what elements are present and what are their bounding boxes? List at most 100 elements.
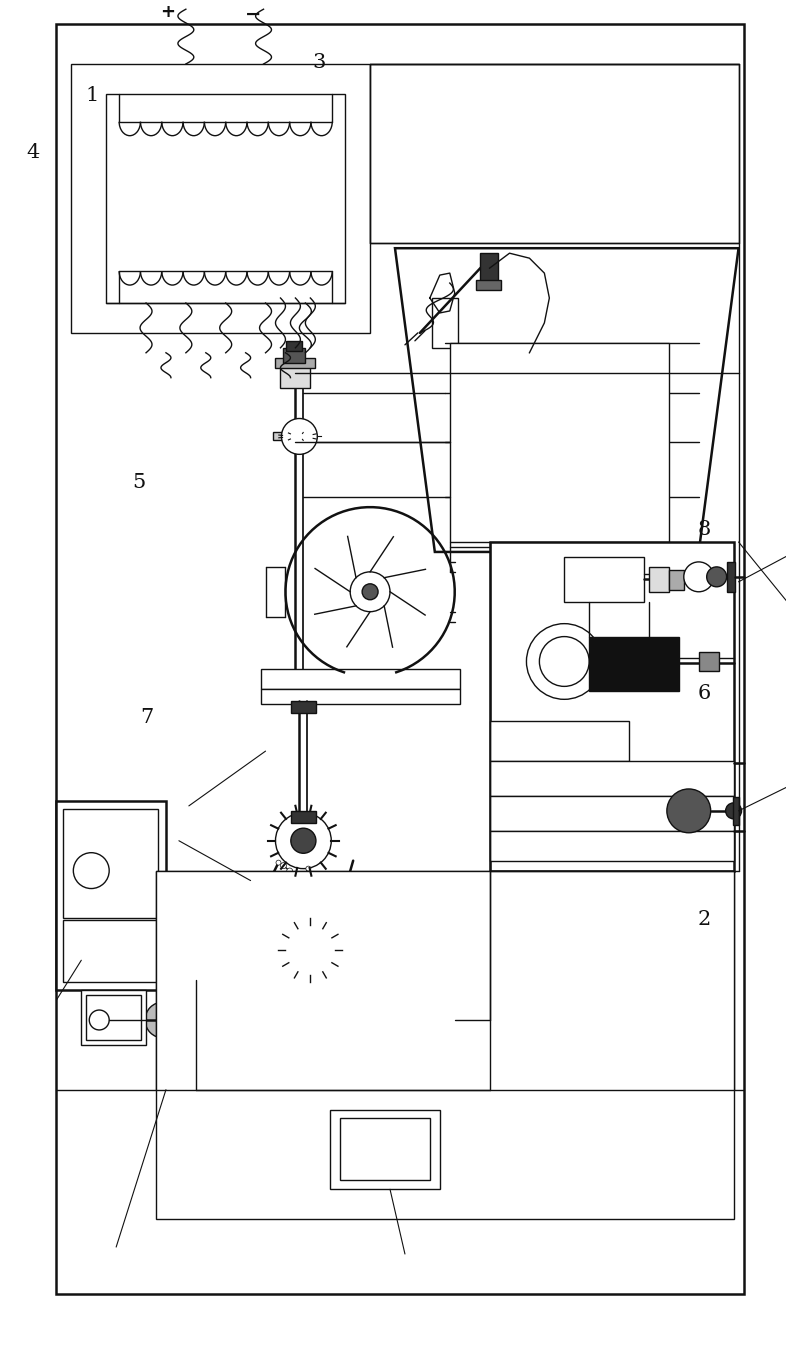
Circle shape bbox=[350, 572, 390, 611]
Polygon shape bbox=[395, 249, 738, 552]
Circle shape bbox=[284, 915, 290, 919]
Circle shape bbox=[526, 623, 602, 699]
Bar bbox=[330, 1110, 440, 1190]
Bar bbox=[63, 808, 158, 918]
Circle shape bbox=[306, 867, 310, 871]
Circle shape bbox=[281, 419, 318, 454]
Bar bbox=[261, 1000, 278, 1040]
Circle shape bbox=[158, 992, 214, 1048]
Bar bbox=[281, 362, 310, 388]
Bar bbox=[276, 358, 315, 368]
Circle shape bbox=[228, 957, 232, 963]
Circle shape bbox=[324, 900, 330, 906]
Bar bbox=[489, 721, 629, 761]
Circle shape bbox=[276, 813, 331, 868]
Bar bbox=[156, 871, 734, 1090]
Circle shape bbox=[726, 803, 742, 819]
Circle shape bbox=[684, 562, 714, 592]
Bar bbox=[251, 995, 429, 1045]
Circle shape bbox=[260, 892, 265, 898]
Text: 7: 7 bbox=[140, 708, 154, 727]
Bar bbox=[340, 1118, 429, 1180]
Bar bbox=[86, 995, 141, 1040]
Bar bbox=[186, 956, 504, 965]
Circle shape bbox=[318, 895, 324, 900]
Circle shape bbox=[271, 946, 276, 952]
Text: 1: 1 bbox=[85, 87, 98, 105]
Circle shape bbox=[252, 909, 257, 914]
Circle shape bbox=[336, 911, 343, 917]
Circle shape bbox=[278, 930, 283, 936]
Circle shape bbox=[268, 876, 273, 882]
Bar bbox=[335, 1000, 353, 1040]
Bar bbox=[489, 796, 734, 830]
Circle shape bbox=[291, 829, 316, 853]
Circle shape bbox=[362, 584, 378, 600]
Circle shape bbox=[292, 899, 297, 903]
Bar bbox=[72, 64, 370, 333]
Bar bbox=[310, 1000, 329, 1040]
Bar bbox=[156, 871, 734, 1220]
Circle shape bbox=[285, 925, 335, 975]
Circle shape bbox=[243, 925, 249, 930]
Circle shape bbox=[667, 790, 711, 833]
Circle shape bbox=[243, 1011, 247, 1017]
Circle shape bbox=[276, 860, 281, 865]
Circle shape bbox=[299, 879, 305, 884]
Text: 6: 6 bbox=[697, 684, 711, 703]
Bar bbox=[261, 690, 459, 704]
Bar bbox=[476, 280, 500, 291]
Circle shape bbox=[168, 898, 184, 914]
Circle shape bbox=[311, 890, 318, 895]
Text: 5: 5 bbox=[132, 473, 146, 492]
Text: 4: 4 bbox=[27, 143, 39, 162]
Bar bbox=[285, 1000, 303, 1040]
Circle shape bbox=[203, 1007, 209, 1011]
Circle shape bbox=[257, 979, 262, 984]
Text: +: + bbox=[161, 3, 176, 22]
Circle shape bbox=[343, 917, 348, 922]
Circle shape bbox=[355, 927, 361, 933]
Bar bbox=[564, 557, 644, 602]
Bar bbox=[57, 24, 744, 1294]
Bar bbox=[727, 562, 734, 592]
Bar bbox=[196, 980, 455, 1060]
Bar bbox=[370, 64, 738, 243]
Bar bbox=[292, 702, 316, 714]
Bar bbox=[699, 652, 719, 672]
Bar bbox=[385, 1000, 403, 1040]
Bar bbox=[455, 1005, 500, 1034]
Bar bbox=[284, 347, 306, 362]
Circle shape bbox=[212, 991, 217, 995]
Bar bbox=[273, 433, 310, 441]
Bar bbox=[292, 811, 316, 823]
Circle shape bbox=[250, 995, 255, 1000]
Circle shape bbox=[220, 973, 225, 979]
Text: 8: 8 bbox=[697, 519, 711, 539]
Bar bbox=[669, 571, 684, 589]
Text: 2: 2 bbox=[697, 910, 711, 929]
Circle shape bbox=[293, 873, 299, 879]
Bar bbox=[589, 637, 678, 691]
Bar bbox=[360, 1000, 378, 1040]
Circle shape bbox=[73, 853, 110, 888]
Bar bbox=[57, 800, 166, 990]
Circle shape bbox=[236, 941, 241, 946]
Circle shape bbox=[300, 941, 320, 960]
Circle shape bbox=[540, 637, 589, 687]
Bar bbox=[489, 542, 734, 871]
Bar bbox=[540, 1005, 589, 1034]
Circle shape bbox=[264, 963, 269, 968]
Bar bbox=[489, 761, 734, 796]
Circle shape bbox=[349, 922, 355, 927]
Text: −: − bbox=[245, 4, 262, 24]
Bar bbox=[106, 93, 345, 303]
Bar bbox=[287, 341, 303, 350]
Bar bbox=[63, 921, 158, 982]
Bar bbox=[186, 941, 504, 956]
Text: 3: 3 bbox=[313, 53, 326, 72]
Bar bbox=[81, 990, 146, 1045]
Bar bbox=[649, 566, 669, 592]
Bar bbox=[432, 297, 458, 347]
Circle shape bbox=[299, 883, 304, 887]
